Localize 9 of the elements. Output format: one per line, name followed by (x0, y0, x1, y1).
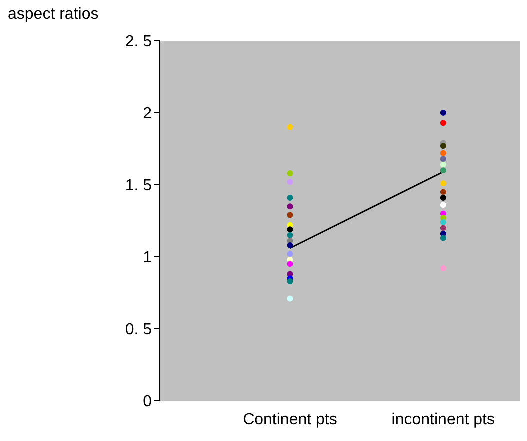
y-tick-label: 0 (143, 394, 152, 411)
y-tick-label: 1. 5 (125, 178, 152, 195)
x-tick-label: incontinent pts (392, 411, 495, 428)
y-tick-label: 1 (143, 250, 152, 267)
y-tick-label: 2 (143, 106, 152, 123)
y-tick-label: 2. 5 (125, 34, 152, 51)
y-tick-label: 0. 5 (125, 322, 152, 339)
y-axis-title: aspect ratios (8, 6, 99, 24)
x-tick-label: Continent pts (243, 411, 338, 428)
